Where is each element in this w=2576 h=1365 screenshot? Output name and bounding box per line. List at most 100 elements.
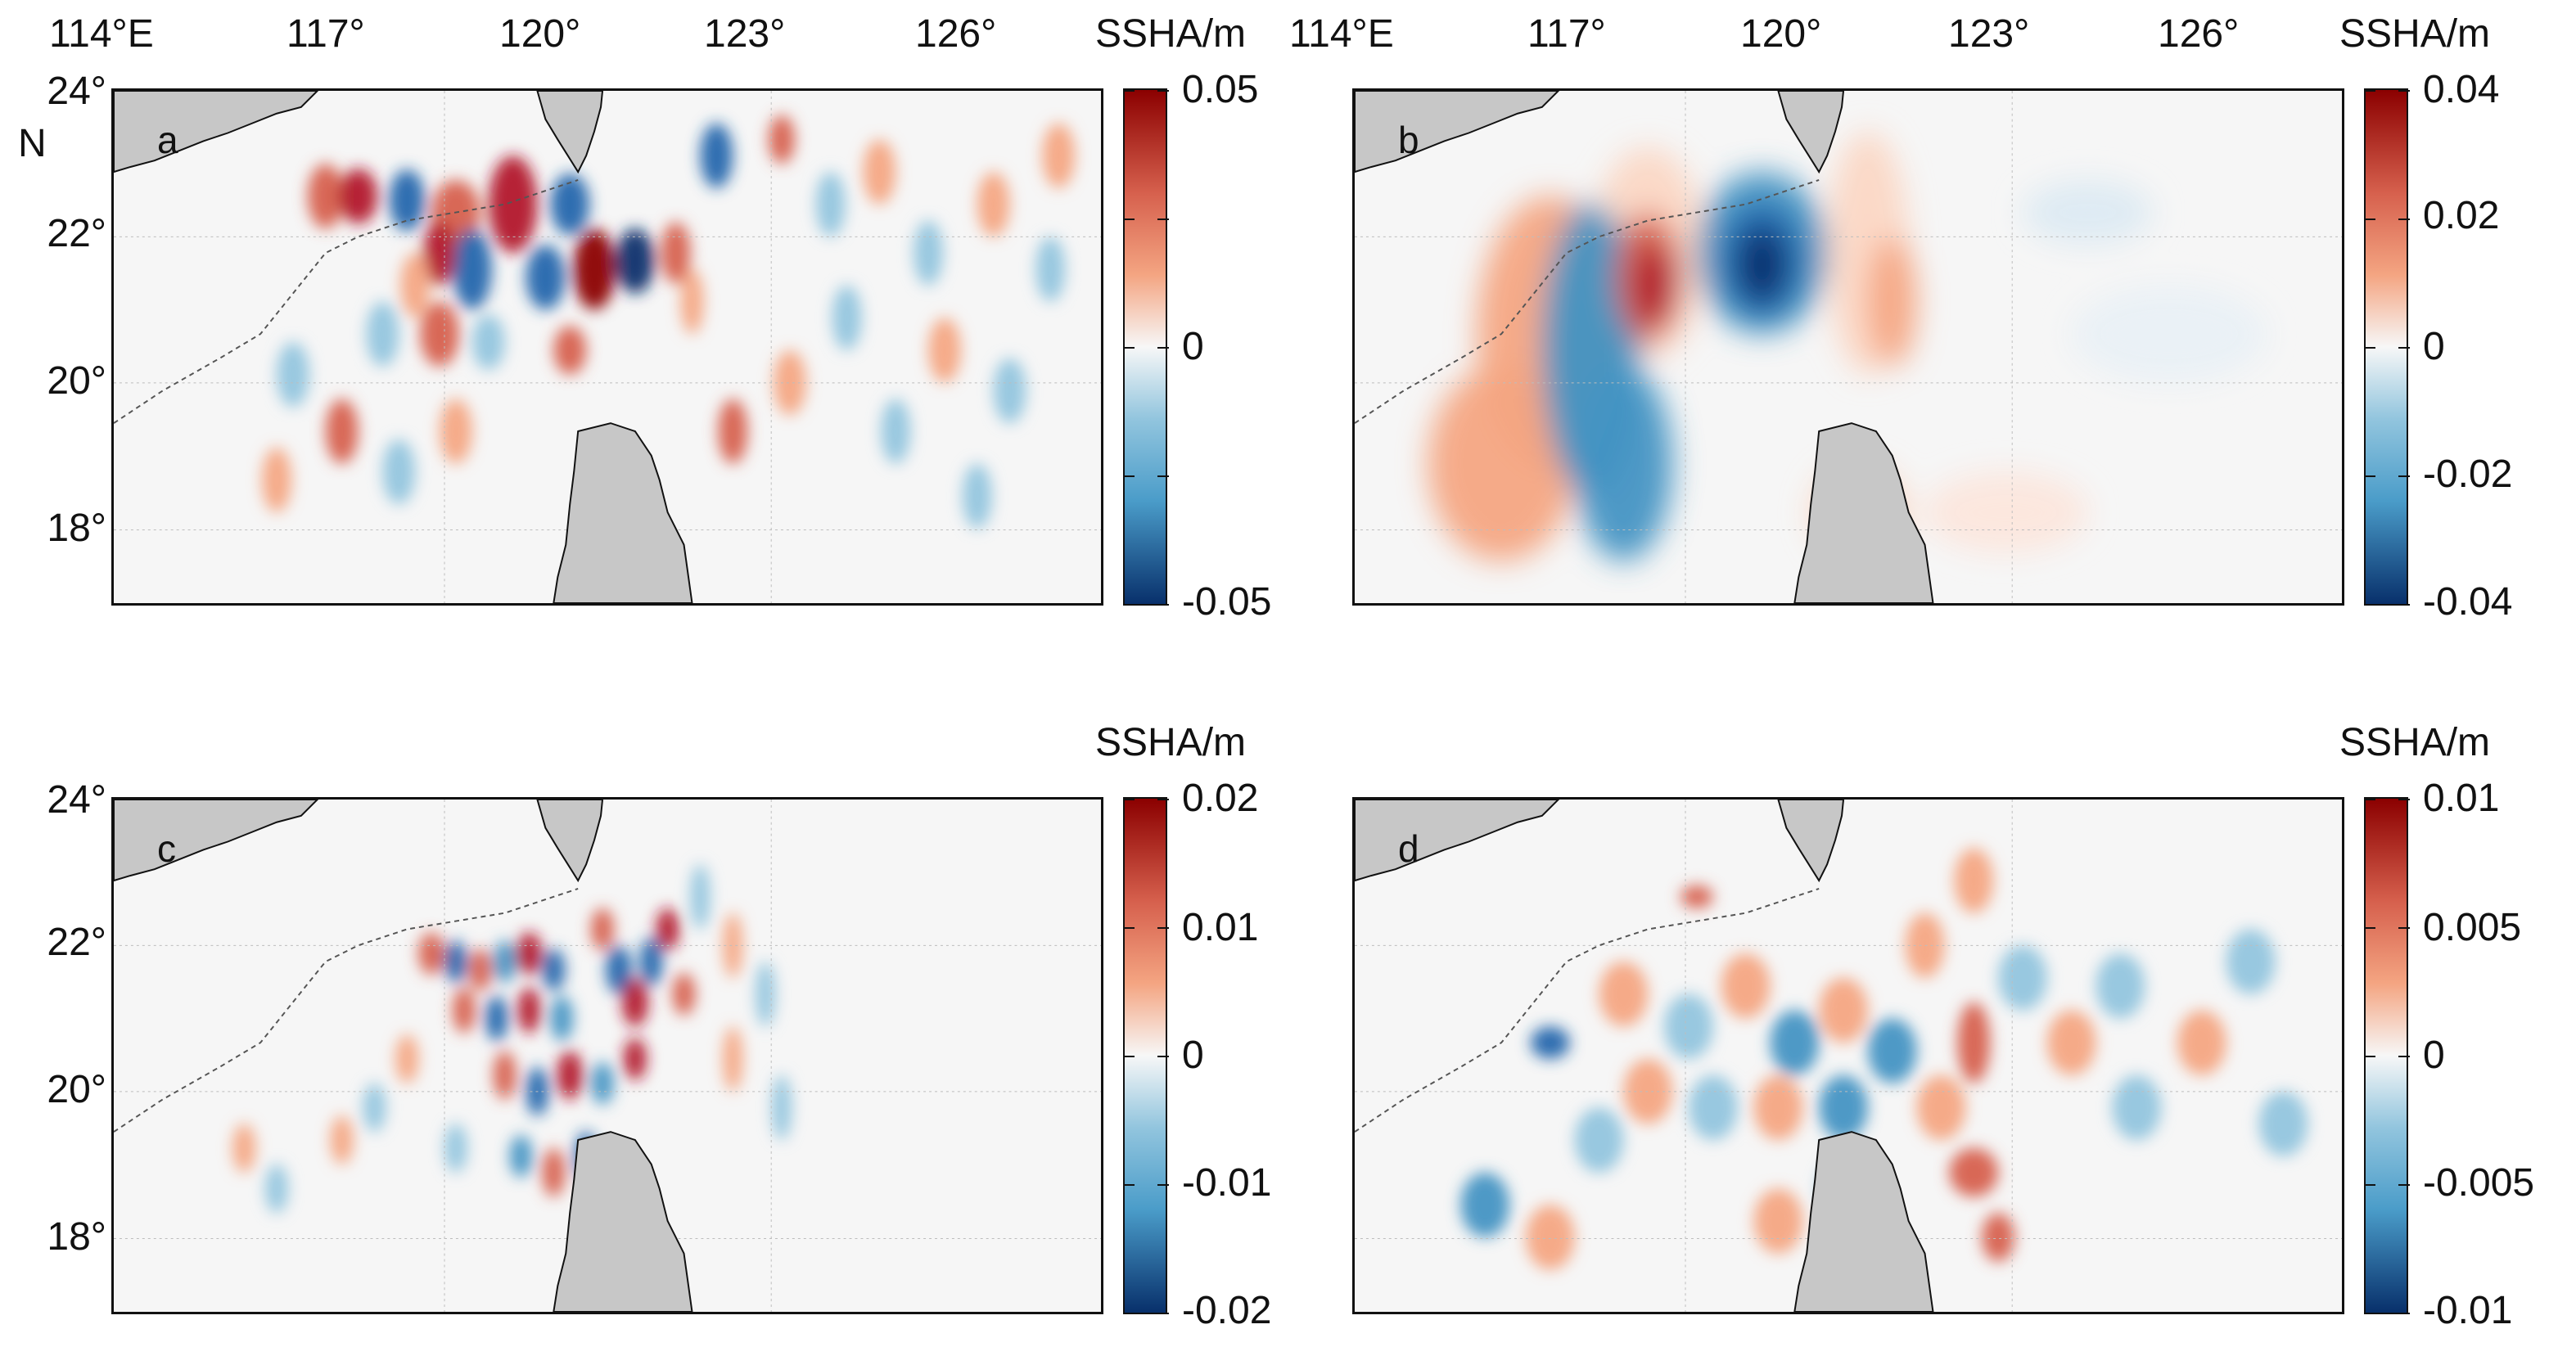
- ssha-anomaly-blob: [723, 912, 743, 978]
- colorbar-b-tick-mark: [2398, 347, 2410, 349]
- ssha-anomaly-blob: [423, 220, 456, 286]
- ssha-anomaly-blob: [338, 169, 378, 224]
- ssha-anomaly-blob: [389, 169, 426, 232]
- colorbar-d-tick-mark: [2398, 799, 2410, 800]
- ssha-anomaly-blob: [1916, 1074, 1966, 1141]
- ssha-anomaly-blob: [1633, 245, 1680, 327]
- ssha-anomaly-blob: [382, 439, 416, 505]
- ssha-anomaly-blob: [881, 399, 911, 464]
- cbar-d-tick-zero: 0: [2423, 1034, 2445, 1077]
- ssha-anomaly-blob: [815, 172, 846, 237]
- ssha-anomaly-blob: [639, 937, 663, 986]
- lat-label-20-bottom: 20°: [47, 1068, 106, 1111]
- ssha-anomaly-blob: [606, 945, 632, 994]
- colorbar-d-tick-mark: [2364, 1056, 2375, 1057]
- lon-label-114e-left: 114°E: [49, 12, 154, 56]
- ssha-anomaly-blob: [307, 164, 344, 229]
- ssha-anomaly-blob: [773, 349, 806, 416]
- ssha-anomaly-blob: [485, 995, 508, 1042]
- colorbar-d-tick-mark: [2364, 1313, 2375, 1314]
- ssha-anomaly-blob: [440, 399, 472, 464]
- ssha-anomaly-blob: [1688, 1074, 1738, 1141]
- ssha-anomaly-blob: [1599, 962, 1649, 1027]
- lon-label-120-left: 120°: [499, 12, 581, 56]
- lon-label-117-left: 117°: [286, 12, 365, 56]
- ssha-anomaly-blob: [977, 172, 1010, 237]
- land-mass: [1793, 1131, 1934, 1312]
- cbar-b-tick-max: 0.04: [2423, 68, 2500, 111]
- ssha-anomaly-blob: [1530, 1026, 1570, 1059]
- units-label-b: SSHA/m: [2339, 12, 2491, 56]
- land-mass: [114, 91, 319, 173]
- lat-label-24-bottom: 24°: [47, 778, 106, 822]
- land-mass: [553, 422, 693, 603]
- ssha-anomaly-blob: [493, 1051, 517, 1100]
- ssha-anomaly-blob: [452, 228, 492, 310]
- map-c-svg: [114, 800, 1101, 1312]
- ssha-anomaly-blob: [962, 463, 992, 529]
- ssha-anomaly-blob: [1460, 1172, 1510, 1237]
- ssha-anomaly-blob: [526, 245, 566, 310]
- ssha-anomaly-blob: [488, 155, 538, 254]
- colorbar-a-tick-mark: [1157, 347, 1169, 349]
- land-mass: [536, 800, 604, 883]
- panel-letter-b: b: [1398, 119, 1419, 161]
- colorbar-d-tick-mark: [2364, 927, 2375, 929]
- colorbar-a-tick-mark: [1157, 90, 1169, 92]
- colorbar-d-tick-mark: [2398, 1184, 2410, 1186]
- colorbar-d: [2364, 797, 2410, 1314]
- lon-label-123-right: 123°: [1948, 12, 2030, 56]
- colorbar-b-tick-mark: [2364, 604, 2375, 606]
- ssha-anomaly-blob: [756, 962, 775, 1027]
- cbar-d-tick-max: 0.01: [2423, 777, 2500, 820]
- colorbar-c-tick-mark: [1157, 1056, 1169, 1057]
- ssha-anomaly-blob: [1035, 237, 1066, 302]
- land-mass: [1777, 800, 1845, 883]
- colorbar-c-tick-mark: [1123, 799, 1135, 800]
- ssha-anomaly-blob: [2177, 1010, 2226, 1075]
- land-mass: [114, 800, 319, 882]
- cbar-c-tick-zero: 0: [1182, 1034, 1204, 1077]
- land-mass: [1777, 91, 1845, 174]
- units-label-a: SSHA/m: [1095, 12, 1247, 56]
- ssha-anomaly-blob: [550, 995, 574, 1042]
- colorbar-d-tick-mark: [2398, 927, 2410, 929]
- ssha-anomaly-blob: [2046, 1010, 2096, 1075]
- ssha-anomaly-blob: [1924, 471, 2088, 553]
- colorbar-c-tick-mark: [1123, 1313, 1135, 1314]
- lat-label-22-bottom: 22°: [47, 921, 106, 964]
- ssha-anomaly-blob: [769, 115, 795, 164]
- units-label-d: SSHA/m: [2339, 721, 2491, 764]
- ssha-anomaly-blob: [550, 173, 590, 236]
- ssha-anomaly-blob: [418, 932, 444, 975]
- colorbar-a-tick-mark: [1123, 475, 1135, 477]
- panel-letter-a: a: [157, 119, 178, 161]
- ssha-anomaly-blob: [615, 228, 655, 294]
- ssha-anomaly-blob: [1680, 885, 1713, 908]
- ssha-anomaly-blob: [672, 972, 696, 1016]
- lon-label-123-left: 123°: [704, 12, 786, 56]
- ssha-anomaly-blob: [452, 987, 476, 1034]
- map-panel-c: [111, 797, 1103, 1314]
- ssha-anomaly-blob: [591, 1061, 614, 1105]
- cbar-c-tick-4: -0.01: [1182, 1161, 1272, 1205]
- colorbar-a-tick-mark: [1157, 604, 1169, 606]
- ssha-anomaly-blob: [232, 1124, 256, 1173]
- ssha-anomaly-blob: [1867, 1018, 1917, 1083]
- ssha-anomaly-blob: [1737, 228, 1787, 303]
- units-label-c: SSHA/m: [1095, 721, 1247, 764]
- map-panel-d: [1352, 797, 2344, 1314]
- colorbar-c-tick-mark: [1123, 1184, 1135, 1186]
- cbar-a-tick-zero: 0: [1182, 325, 1204, 368]
- ssha-anomaly-blob: [573, 228, 616, 310]
- land-mass: [1793, 422, 1934, 603]
- map-d-svg: [1355, 800, 2342, 1312]
- map-a-svg: [114, 91, 1101, 603]
- ssha-anomaly-blob: [330, 1115, 354, 1165]
- ssha-anomaly-blob: [444, 940, 467, 983]
- lon-label-126-left: 126°: [915, 12, 997, 56]
- ssha-anomaly-blob: [1819, 1074, 1868, 1141]
- ssha-anomaly-blob: [553, 326, 587, 375]
- ssha-anomaly-blob: [1957, 1002, 1991, 1083]
